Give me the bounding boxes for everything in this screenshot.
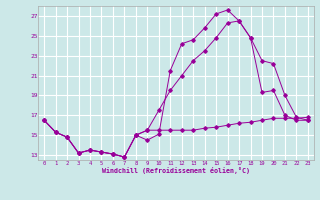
X-axis label: Windchill (Refroidissement éolien,°C): Windchill (Refroidissement éolien,°C) <box>102 167 250 174</box>
